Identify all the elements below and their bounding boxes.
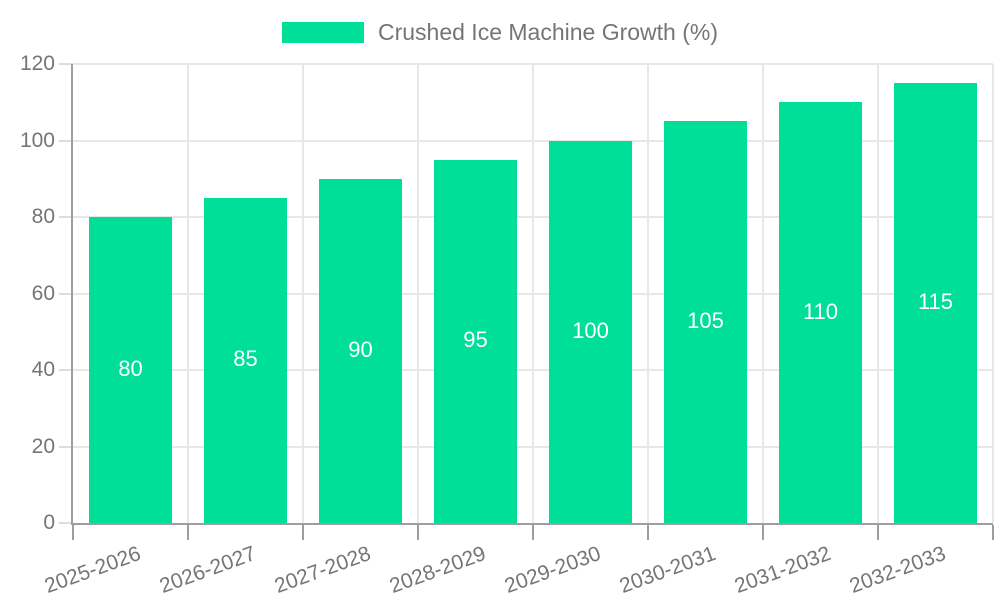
- bar[interactable]: [89, 217, 172, 523]
- y-tick-label: 60: [31, 281, 55, 305]
- x-tick: [187, 525, 189, 540]
- y-tick: [59, 63, 73, 65]
- y-tick-label: 80: [31, 205, 55, 228]
- bar-value-label: 80: [118, 356, 143, 381]
- x-tick: [992, 525, 994, 540]
- bar-value-label: 95: [463, 327, 488, 353]
- y-tick: [59, 445, 73, 448]
- x-axis-line: [71, 523, 993, 525]
- bar-value-label: 110: [802, 298, 839, 324]
- bar[interactable]: [779, 102, 862, 523]
- bar[interactable]: [204, 197, 287, 523]
- x-tick: [532, 525, 534, 540]
- bar[interactable]: [894, 83, 977, 523]
- y-tick-label: 20: [31, 434, 55, 458]
- v-gridline: [992, 64, 994, 523]
- v-gridline: [532, 64, 534, 523]
- y-tick: [59, 522, 73, 524]
- y-tick-label: 40: [31, 358, 55, 381]
- bar[interactable]: [549, 140, 632, 523]
- v-gridline: [647, 64, 649, 523]
- x-tick: [762, 525, 764, 540]
- bar-value-label: 85: [233, 346, 258, 372]
- y-tick: [59, 292, 73, 295]
- x-tick: [72, 525, 74, 540]
- bar-value-label: 90: [348, 336, 373, 362]
- y-tick-label: 100: [19, 128, 55, 152]
- y-tick-label: 120: [19, 52, 55, 75]
- x-tick: [417, 525, 419, 540]
- x-tick: [877, 525, 879, 540]
- bar-value-label: 105: [687, 308, 724, 334]
- v-gridline: [187, 64, 189, 523]
- v-gridline: [417, 64, 419, 523]
- y-tick: [59, 216, 73, 218]
- y-tick: [59, 139, 73, 142]
- y-tick-label: 0: [43, 511, 55, 534]
- v-gridline: [877, 64, 879, 523]
- v-gridline: [762, 64, 764, 523]
- x-tick: [302, 525, 304, 540]
- legend[interactable]: Crushed Ice Machine Growth (%): [0, 19, 1000, 45]
- legend-label: Crushed Ice Machine Growth (%): [377, 19, 718, 45]
- bar[interactable]: [664, 121, 747, 523]
- bar-value-label: 115: [917, 289, 954, 315]
- bar[interactable]: [319, 178, 402, 523]
- y-axis-line: [71, 64, 73, 525]
- bar-value-label: 100: [572, 317, 609, 343]
- bar[interactable]: [434, 159, 517, 523]
- legend-swatch-icon: [281, 21, 364, 43]
- x-tick: [647, 525, 649, 540]
- v-gridline: [302, 64, 304, 523]
- y-tick: [59, 369, 73, 371]
